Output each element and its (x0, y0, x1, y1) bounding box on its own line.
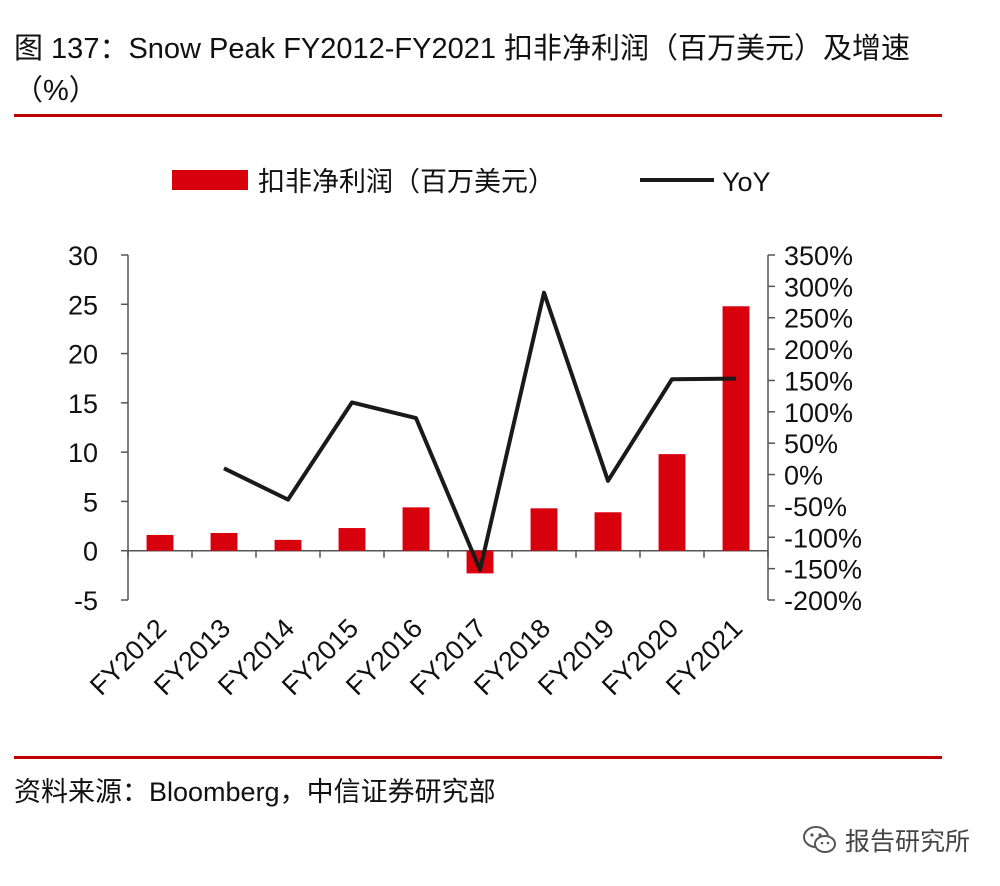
y-left-tick-label: -5 (74, 586, 98, 616)
y-left-tick-label: 15 (68, 389, 98, 419)
source-rule (14, 756, 942, 759)
y-right-tick-label: 50% (784, 429, 838, 459)
y-right-tick-label: -100% (784, 523, 862, 553)
title-rule (14, 114, 942, 117)
watermark-text: 报告研究所 (844, 828, 970, 856)
y-right-tick-label: 300% (784, 272, 853, 302)
bar-fy2013 (210, 532, 238, 551)
wechat-icon (802, 826, 836, 853)
source-note: 资料来源：Bloomberg，中信证券研究部 (14, 777, 496, 807)
bar-fy2014 (274, 539, 302, 551)
bar-fy2019 (594, 512, 622, 551)
y-right-tick-label: 100% (784, 398, 853, 428)
legend-label-line: YoY (722, 167, 771, 197)
y-right-tick-label: -150% (784, 555, 862, 585)
y-left-tick-label: 25 (68, 290, 98, 320)
y-left-tick-label: 30 (68, 241, 98, 271)
chart-title: 图 137：Snow Peak FY2012-FY2021 扣非净利润（百万美元… (14, 33, 911, 107)
y-right-tick-label: 350% (784, 241, 853, 271)
watermark: 报告研究所 (802, 822, 970, 858)
y-right-tick-label: -50% (784, 492, 847, 522)
bar-fy2018 (530, 508, 558, 551)
bar-fy2021 (722, 306, 750, 551)
bar-fy2016 (402, 507, 430, 551)
y-right-tick-label: 0% (784, 461, 823, 491)
bar-fy2020 (658, 454, 686, 551)
y-left-tick-label: 20 (68, 340, 98, 370)
y-right-tick-label: 250% (784, 304, 853, 334)
y-left-tick-label: 0 (83, 537, 98, 567)
legend-swatch-bar (172, 170, 248, 190)
legend-label-bar: 扣非净利润（百万美元） (258, 167, 555, 197)
y-right-tick-label: -200% (784, 586, 862, 616)
y-left-tick-label: 10 (68, 438, 98, 468)
bar-fy2015 (338, 528, 366, 551)
y-right-tick-label: 150% (784, 366, 853, 396)
y-right-tick-label: 200% (784, 335, 853, 365)
y-left-tick-label: 5 (83, 487, 98, 517)
bar-fy2012 (146, 534, 174, 551)
chart: -5 0 5 10 15 20 25 30 -200%-150%-100%-50%0%50%10… (68, 167, 862, 701)
